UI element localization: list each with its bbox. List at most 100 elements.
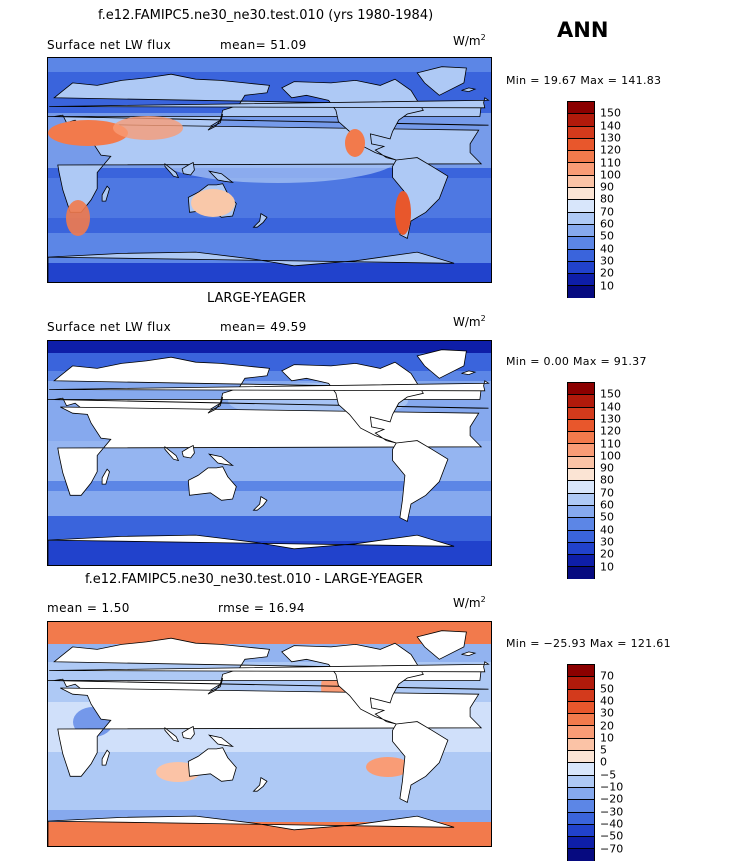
colorbar-label: 10: [600, 560, 614, 573]
colorbar-label: 70: [600, 669, 614, 683]
colorbar-label: 40: [600, 523, 614, 537]
colorbar-swatch: [567, 137, 595, 151]
colorbar-swatch: [567, 713, 595, 726]
colorbar-label: 110: [600, 156, 621, 169]
colorbar-swatch: [567, 664, 595, 677]
colorbar-swatch: [567, 725, 595, 738]
colorbar-label: 10: [600, 279, 614, 292]
panel-1-mean: mean= 51.09: [220, 38, 307, 52]
colorbar-swatch: [567, 187, 595, 200]
colorbar-label: 30: [600, 254, 614, 268]
colorbar-label: 40: [600, 694, 614, 708]
colorbar-swatch: [567, 700, 595, 714]
colorbar-swatch: [567, 492, 595, 505]
colorbar-label: 90: [600, 461, 614, 475]
colorbar-swatch: [567, 113, 595, 126]
colorbar-label: 40: [600, 242, 614, 256]
colorbar-label: 110: [600, 437, 621, 450]
panel-1-units: W/m2: [453, 33, 486, 48]
colorbar-swatch: [567, 150, 595, 163]
colorbar-swatch: [567, 236, 595, 249]
colorbar-swatch: [567, 211, 595, 224]
panel-3-mean: mean = 1.50: [47, 601, 130, 615]
panel-2-title: LARGE-YEAGER: [207, 291, 307, 306]
colorbar-swatch: [567, 786, 595, 800]
colorbar-swatch: [567, 174, 595, 188]
colorbar-swatch: [567, 811, 595, 824]
colorbar-swatch: [567, 529, 595, 542]
colorbar-swatch: [567, 443, 595, 456]
colorbar-label: 120: [600, 424, 621, 438]
colorbar-label: 60: [600, 498, 614, 512]
season-label: ANN: [557, 18, 609, 42]
colorbar-swatch: [567, 223, 595, 237]
colorbar-label: 5: [600, 743, 607, 757]
colorbar-label: −20: [600, 792, 624, 806]
colorbar-swatch: [567, 273, 595, 286]
colorbar-swatch: [567, 285, 595, 298]
colorbar-label: 10: [600, 731, 614, 745]
colorbar-label: 80: [600, 192, 614, 206]
colorbar-swatch: [567, 468, 595, 481]
colorbar-label: 20: [600, 719, 614, 732]
panel-1-colorbar: 150 140 130 120 110 100 90 80 70 60 50 40 30 20 10: [567, 101, 621, 298]
panel-3-rmse: rmse = 16.94: [218, 601, 305, 615]
colorbar-swatch: [567, 823, 595, 837]
colorbar-swatch: [567, 162, 595, 175]
panel-2-variable: Surface net LW flux: [47, 320, 172, 334]
panel-3-colorbar: 70 50 40 30 20 10 5 0 −5 −10 −20 −30 −40 −50 −70: [567, 664, 623, 861]
colorbar-label: 0: [600, 755, 607, 769]
panel-2-colorbar: 150 140 130 120 110 100 90 80 70 60 50 40 30 20 10: [567, 382, 621, 579]
panel-3-title: f.e12.FAMIPC5.ne30_ne30.test.010 - LARGE…: [85, 572, 424, 587]
panel-3-minmax: Min = −25.93 Max = 121.61: [506, 637, 671, 650]
colorbar-label: 150: [600, 106, 621, 120]
colorbar-swatch: [567, 504, 595, 518]
colorbar-swatch: [567, 762, 595, 775]
panel-3-map: [47, 621, 492, 847]
colorbar-label: 90: [600, 180, 614, 194]
panel-1-minmax: Min = 19.67 Max = 141.83: [506, 74, 662, 87]
colorbar-swatch: [567, 455, 595, 469]
colorbar-label: 30: [600, 706, 614, 720]
colorbar-swatch: [567, 554, 595, 567]
colorbar-swatch: [567, 676, 595, 689]
colorbar-label: −50: [600, 829, 624, 843]
panel-2-mean: mean= 49.59: [220, 320, 307, 334]
colorbar-label: −40: [600, 817, 624, 831]
colorbar-swatch: [567, 848, 595, 861]
colorbar-label: 140: [600, 400, 621, 414]
colorbar-label: 120: [600, 143, 621, 157]
panel-1-title: f.e12.FAMIPC5.ne30_ne30.test.010 (yrs 19…: [98, 8, 434, 23]
colorbar-swatch: [567, 799, 595, 812]
colorbar-swatch: [567, 774, 595, 787]
colorbar-label: 30: [600, 535, 614, 549]
colorbar-swatch: [567, 431, 595, 444]
colorbar-swatch: [567, 382, 595, 395]
colorbar-label: 50: [600, 682, 614, 696]
colorbar-label: 50: [600, 229, 614, 243]
colorbar-swatch: [567, 480, 595, 493]
colorbar-swatch: [567, 101, 595, 114]
colorbar-label: 150: [600, 387, 621, 401]
colorbar-label: 70: [600, 205, 614, 219]
colorbar-swatch: [567, 566, 595, 579]
colorbar-label: 130: [600, 131, 621, 145]
colorbar-label: −30: [600, 805, 624, 819]
colorbar-label: 100: [600, 449, 621, 463]
colorbar-swatch: [567, 517, 595, 530]
colorbar-swatch: [567, 836, 595, 849]
colorbar-label: 50: [600, 510, 614, 524]
colorbar-label: −10: [600, 780, 624, 794]
colorbar-swatch: [567, 541, 595, 555]
colorbar-swatch: [567, 394, 595, 407]
colorbar-label: 70: [600, 486, 614, 500]
colorbar-label: −5: [600, 768, 617, 782]
panel-2-units: W/m2: [453, 314, 486, 329]
colorbar-swatch: [567, 737, 595, 751]
panel-2-map: [47, 340, 492, 566]
colorbar-label: 80: [600, 473, 614, 487]
colorbar-swatch: [567, 248, 595, 261]
colorbar-label: 20: [600, 547, 614, 561]
colorbar-label: 140: [600, 119, 621, 133]
colorbar-swatch: [567, 750, 595, 763]
